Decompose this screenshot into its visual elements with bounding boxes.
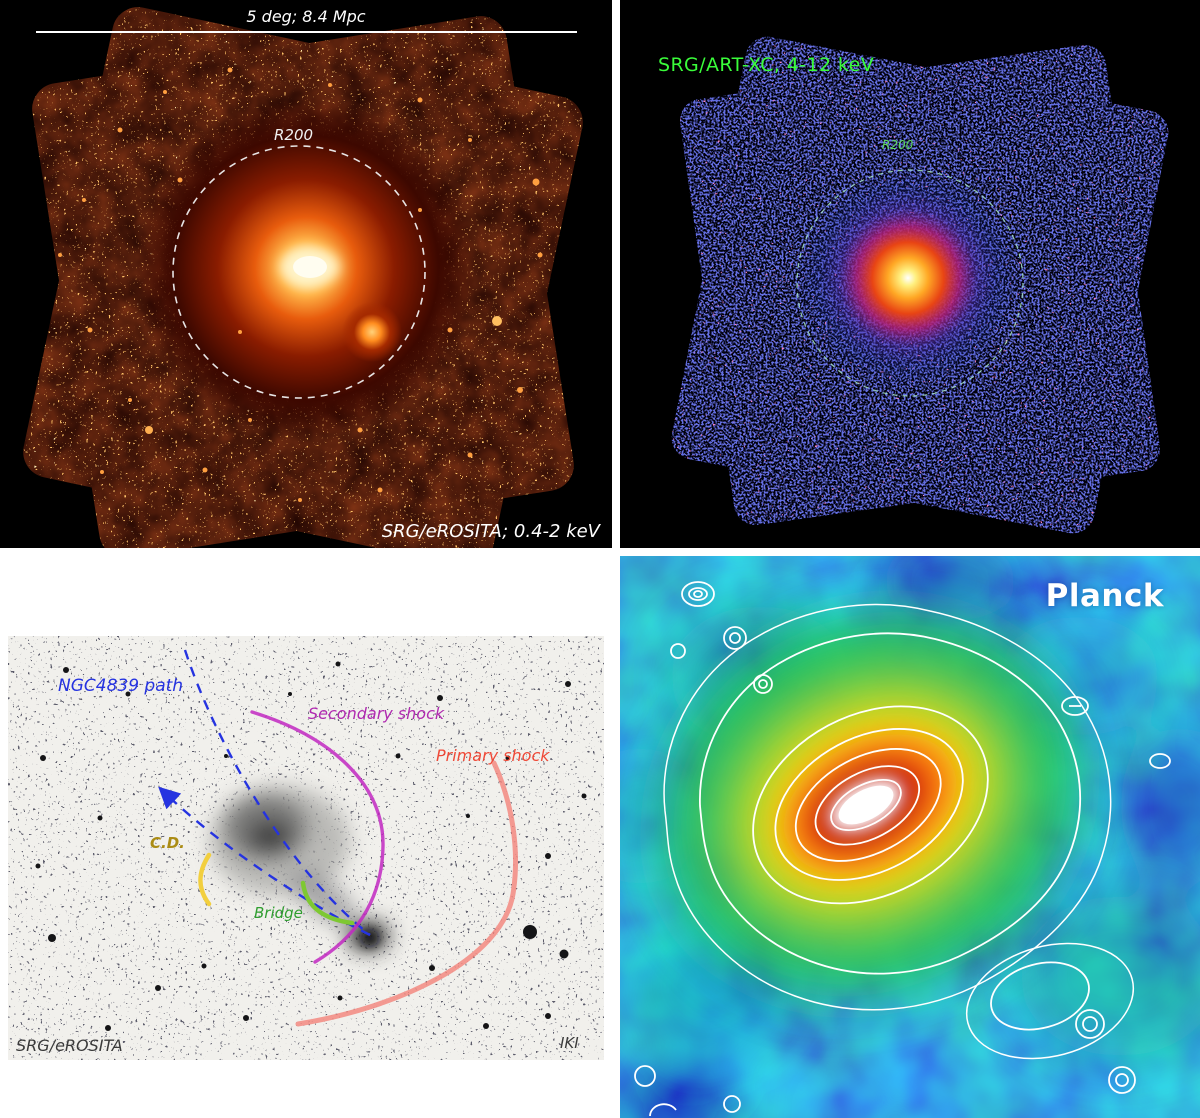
panel-planck: Planck (620, 556, 1200, 1118)
ngc4839-path-curve (183, 649, 371, 936)
annotated-xray-image (8, 636, 604, 1060)
erosita-survey-footprint (18, 2, 588, 548)
artxc-xray-image (620, 0, 1200, 548)
bridge-arc (300, 880, 355, 926)
sz-contours (634, 581, 1171, 1117)
planck-sz-map (620, 556, 1200, 1118)
foreground-stars (35, 661, 587, 1031)
panel-erosita: 5 deg; 8.4 Mpc R200 SRG/eROSITA; 0.4-2 k… (0, 0, 612, 548)
coma-cluster-core (796, 166, 1020, 390)
ngc4839-group-blob (342, 302, 402, 362)
panel-annotated: NGC4839 path Secondary shock Primary sho… (0, 556, 612, 1118)
artxc-survey-footprint (667, 32, 1173, 538)
annotated-image-area: NGC4839 path Secondary shock Primary sho… (8, 636, 604, 1060)
secondary-shock-curve (250, 710, 385, 964)
point-sources (58, 67, 557, 502)
panel-artxc: SRG/ART-XC, 4-12 keV R200 (620, 0, 1200, 548)
scale-bar (36, 31, 577, 33)
compact-source-contours (634, 581, 1171, 1117)
cold-front-arc (198, 852, 212, 907)
r200-circle (796, 169, 1024, 397)
r200-circle (172, 145, 426, 399)
primary-shock-curve (295, 760, 519, 1027)
erosita-xray-image (0, 0, 612, 548)
